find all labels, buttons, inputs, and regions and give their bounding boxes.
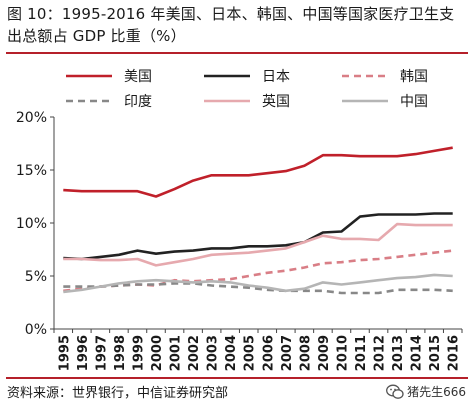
legend-label: 英国: [262, 93, 290, 110]
x-tick-label: 2007: [280, 335, 295, 371]
x-tick-label: 2004: [224, 335, 239, 371]
x-tick-label: 2011: [354, 335, 369, 371]
legend-label: 韩国: [400, 69, 428, 85]
series-line: [63, 282, 453, 295]
x-tick-label: 2013: [391, 335, 406, 371]
x-tick-label: 1995: [57, 335, 72, 371]
x-tick-label: 2014: [410, 335, 425, 371]
x-tick-label: 2012: [373, 335, 388, 371]
x-tick-label: 2005: [243, 335, 258, 371]
y-tick-label: 10%: [16, 216, 47, 232]
x-tick-label: 1999: [131, 335, 146, 371]
x-tick-label: 2016: [447, 335, 462, 371]
title-divider: [6, 52, 468, 54]
watermark: 猪先生666: [386, 382, 466, 402]
series-line: [63, 249, 453, 293]
y-tick-label: 0%: [25, 322, 47, 338]
series-line: [63, 222, 453, 267]
y-tick-label: 20%: [16, 110, 47, 126]
legend-label: 印度: [124, 94, 152, 110]
x-tick-label: 1997: [94, 335, 109, 371]
source-note: 资料来源：世界银行，中信证券研究部: [7, 386, 229, 401]
series-line: [63, 146, 453, 198]
series-line: [63, 212, 453, 261]
line-chart: 0% 5% 10% 15% 20% 1995 1996 1997 1998 1999 2000 200…: [16, 69, 463, 371]
y-tick-label: 5%: [25, 269, 47, 285]
x-tick-label: 2010: [335, 335, 350, 371]
x-tick-label: 1998: [113, 335, 128, 371]
legend-label: 美国: [124, 69, 152, 85]
legend-label: 日本: [262, 69, 290, 85]
legend-label: 中国: [400, 94, 428, 110]
source-divider: [6, 377, 468, 379]
series-line: [63, 273, 453, 294]
x-tick-label: 2008: [298, 335, 313, 371]
x-tick-label: 2000: [150, 335, 165, 371]
x-tick-label: 2006: [261, 335, 276, 371]
y-tick-label: 15%: [16, 163, 47, 179]
wechat-icon: [386, 384, 404, 399]
watermark-text: 猪先生666: [407, 385, 466, 399]
x-tick-label: 2002: [187, 335, 202, 371]
x-tick-label: 2003: [206, 335, 221, 371]
figure-title: 图 10：1995-2016 年美国、日本、韩国、中国等国家医疗卫生支出总额占 …: [7, 5, 455, 45]
x-tick-label: 2009: [317, 335, 332, 371]
x-tick-label: 2001: [169, 335, 184, 371]
x-tick-label: 1996: [76, 335, 91, 371]
x-tick-label: 2015: [428, 335, 443, 371]
